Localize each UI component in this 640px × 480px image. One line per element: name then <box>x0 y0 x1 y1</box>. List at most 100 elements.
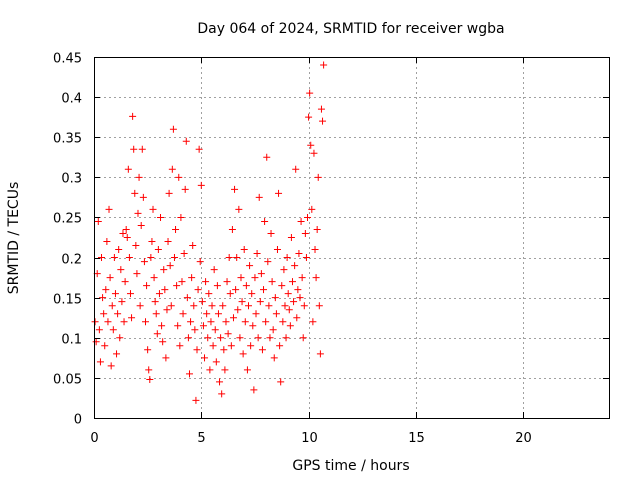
data-point <box>120 318 128 326</box>
data-point <box>272 310 280 318</box>
data-point <box>150 274 158 282</box>
data-point <box>154 246 162 254</box>
data-point <box>213 282 221 290</box>
data-point <box>207 318 215 326</box>
data-point <box>107 362 115 370</box>
x-axis-label: GPS time / hours <box>292 458 409 474</box>
data-point <box>299 334 307 342</box>
data-point <box>158 322 166 330</box>
data-point <box>167 302 175 310</box>
data-point <box>312 274 320 282</box>
scatter-series <box>91 61 328 404</box>
data-point <box>109 326 117 334</box>
data-point <box>256 298 264 306</box>
data-point <box>287 234 295 241</box>
data-point <box>307 141 315 149</box>
x-tick-label: 20 <box>515 431 532 446</box>
data-point <box>261 217 269 225</box>
data-point <box>229 314 237 322</box>
data-point <box>161 286 169 294</box>
data-point <box>153 330 161 338</box>
data-point <box>116 334 124 342</box>
data-point <box>199 322 207 330</box>
x-tick-label: 10 <box>301 431 318 446</box>
data-point <box>271 294 279 302</box>
data-point <box>185 370 193 378</box>
data-point <box>248 290 256 298</box>
data-point <box>122 225 130 233</box>
data-point <box>283 254 291 262</box>
data-point <box>255 193 263 201</box>
data-point <box>192 396 200 404</box>
data-point <box>269 326 277 334</box>
data-point <box>117 266 125 274</box>
data-point <box>176 342 184 350</box>
data-point <box>305 113 313 121</box>
data-point <box>263 153 271 161</box>
data-point <box>234 306 242 314</box>
data-point <box>180 250 188 258</box>
data-point <box>187 318 195 326</box>
data-point <box>142 318 149 326</box>
data-point <box>163 306 171 314</box>
data-point <box>241 318 249 326</box>
data-point <box>183 294 191 302</box>
data-point <box>194 286 202 294</box>
data-point <box>294 286 302 294</box>
data-point <box>101 342 109 350</box>
data-point <box>182 137 190 145</box>
data-point <box>286 322 294 330</box>
data-point <box>236 334 244 342</box>
data-point <box>276 342 284 350</box>
data-point <box>297 217 305 225</box>
data-point <box>103 238 111 246</box>
data-point <box>92 338 100 346</box>
data-point <box>160 266 168 274</box>
data-point <box>298 274 306 282</box>
data-point <box>144 346 152 354</box>
data-point <box>290 298 298 306</box>
data-point <box>152 310 160 318</box>
data-point <box>217 334 225 342</box>
data-point <box>191 326 199 334</box>
data-point <box>309 318 317 326</box>
data-point <box>96 358 104 366</box>
data-point <box>227 342 235 350</box>
data-point <box>243 366 251 374</box>
data-point <box>302 254 310 262</box>
data-point <box>317 105 325 113</box>
data-point <box>91 318 99 326</box>
data-point <box>162 354 170 362</box>
data-point <box>220 346 228 354</box>
data-point <box>295 250 303 258</box>
data-point <box>316 350 324 358</box>
data-point <box>157 213 165 221</box>
data-point <box>203 310 211 318</box>
x-tick-label: 0 <box>90 431 98 446</box>
data-point <box>311 246 319 254</box>
data-point <box>170 254 178 262</box>
data-point <box>280 266 288 274</box>
data-point <box>102 286 110 294</box>
data-point <box>123 234 131 241</box>
data-point <box>226 290 234 298</box>
data-point <box>254 334 262 342</box>
data-point <box>266 334 274 342</box>
data-point <box>205 290 213 298</box>
data-point <box>118 298 126 306</box>
data-point <box>260 286 268 294</box>
data-point <box>277 378 285 386</box>
data-point <box>131 189 139 197</box>
data-point <box>159 338 167 346</box>
data-point <box>166 262 174 270</box>
data-point <box>258 346 266 354</box>
data-point <box>240 246 248 254</box>
data-point <box>238 298 246 306</box>
data-point <box>169 125 177 133</box>
y-tick-label: 0.25 <box>53 212 82 227</box>
data-point <box>242 282 250 290</box>
y-tick-label: 0.05 <box>53 373 82 388</box>
data-point <box>140 258 148 266</box>
